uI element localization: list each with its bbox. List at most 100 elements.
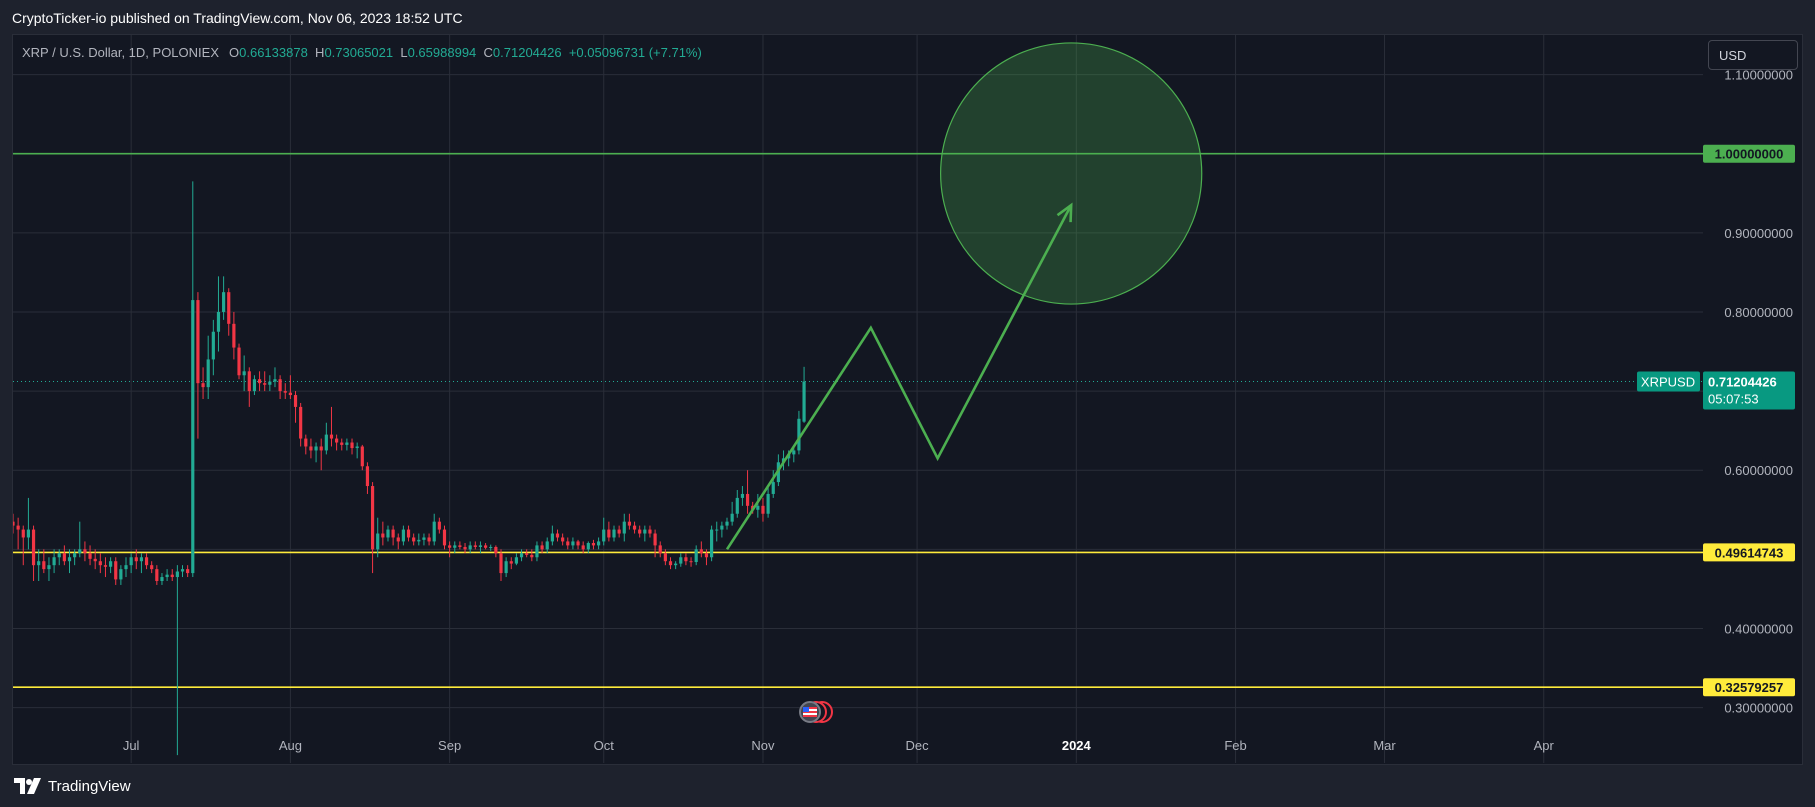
last-price-badge (1703, 371, 1795, 410)
news-event-badge-icon[interactable] (788, 700, 838, 724)
candle-body (771, 482, 775, 494)
tradingview-brand[interactable]: TradingView (14, 776, 131, 796)
candle-body (381, 533, 385, 538)
candle (720, 521, 724, 538)
candle-body (704, 553, 709, 558)
candle-body (473, 545, 477, 547)
candle (745, 470, 750, 514)
candle (335, 434, 339, 451)
candle-body (83, 549, 87, 554)
candle-body (442, 529, 447, 546)
candle-body (98, 561, 102, 566)
candle-body (57, 553, 61, 558)
candle-body (232, 323, 236, 348)
level-price-badge (1703, 144, 1795, 163)
level-price-label: 0.32579257 (1715, 680, 1784, 695)
candle-body (668, 561, 673, 566)
candle-body (437, 521, 441, 530)
candle (679, 553, 683, 567)
candle-body (653, 533, 657, 546)
candle-body (545, 541, 549, 550)
candle (448, 541, 452, 558)
candle-body (740, 493, 745, 498)
candle (304, 434, 308, 455)
candle (365, 462, 370, 494)
projection-drawing[interactable] (725, 42, 1203, 551)
candle-body (88, 553, 92, 559)
candle-body (555, 533, 560, 538)
candle (160, 573, 164, 585)
candle-body (602, 529, 606, 542)
candle-body (345, 442, 349, 445)
candle (124, 557, 128, 578)
candle (638, 525, 642, 538)
candle-body (299, 406, 303, 439)
candle-body (586, 543, 590, 550)
candle-body (694, 549, 698, 563)
candle-body (139, 557, 144, 562)
candle (26, 497, 31, 550)
candle (103, 557, 108, 578)
candle (715, 521, 719, 542)
candle (109, 557, 113, 574)
candle-body (124, 565, 128, 570)
candle-body (591, 543, 596, 546)
countdown-label: 05:07:53 (1708, 392, 1759, 407)
candle-body (350, 442, 354, 449)
candle (632, 521, 637, 534)
y-tick-label: 0.40000000 (1724, 621, 1793, 636)
low-label: L (400, 45, 408, 60)
candle-body (412, 537, 416, 542)
level-price-badge (1703, 678, 1795, 697)
candle (340, 438, 344, 451)
candle (21, 525, 25, 566)
candle (658, 541, 662, 558)
candle (211, 319, 215, 376)
candle (37, 549, 41, 581)
candle-body (499, 553, 503, 574)
candle-body (304, 438, 308, 447)
candle (468, 541, 472, 554)
candle (504, 557, 508, 578)
candle (663, 549, 667, 566)
candle-body (679, 557, 683, 564)
y-axis: 0.30000000 0.40000000 0.60000000 0.80000000… (1724, 68, 1793, 716)
candle (674, 561, 678, 570)
candle (242, 355, 246, 392)
candle (612, 525, 616, 542)
candle (406, 525, 411, 542)
candle (396, 533, 400, 550)
candle (530, 549, 534, 562)
currency-button[interactable]: USD (1708, 40, 1798, 70)
candle-body (715, 529, 719, 531)
candle (196, 292, 200, 439)
candle (792, 446, 796, 463)
candle-body (432, 521, 436, 542)
candle-body (535, 545, 539, 558)
candle-body (37, 561, 41, 566)
candle (653, 529, 657, 558)
candle (761, 497, 765, 522)
horizontal-levels (13, 152, 1703, 688)
candle (345, 438, 349, 451)
candle-body (797, 418, 801, 451)
candle (93, 549, 97, 570)
candle-body (26, 529, 31, 538)
candle-body (648, 529, 652, 534)
candle (386, 525, 390, 542)
candle-body (422, 537, 426, 540)
candle-body (283, 391, 287, 393)
x-tick-label: Mar (1373, 738, 1396, 753)
candle-body (170, 574, 174, 578)
candle-body (360, 446, 364, 467)
x-tick-label: 2024 (1062, 738, 1092, 753)
candle-body (252, 379, 257, 392)
candle-body (263, 383, 267, 385)
candle (57, 549, 61, 566)
candle (191, 181, 195, 578)
candle (31, 525, 36, 581)
candle (283, 383, 287, 399)
candle (232, 311, 236, 360)
candle-body (268, 381, 272, 385)
